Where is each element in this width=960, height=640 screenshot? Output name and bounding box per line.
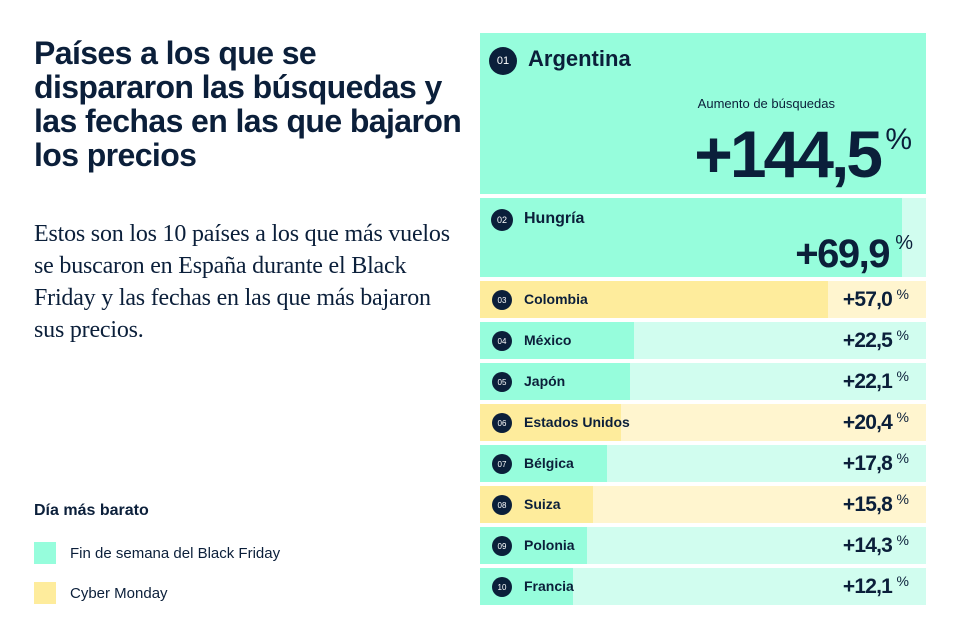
percent-sign: % <box>896 286 909 302</box>
percent-sign: % <box>896 491 909 507</box>
country-name: México <box>524 332 572 348</box>
legend-title: Día más barato <box>34 502 149 519</box>
percent-sign: % <box>896 573 909 589</box>
percent-sign: % <box>896 327 909 343</box>
value: +14,3 <box>842 534 893 557</box>
value: +12,1 <box>842 575 893 598</box>
value: +57,0 <box>842 288 893 311</box>
rank-badge: 04 <box>492 331 512 351</box>
ranking-row: 07 Bélgica +17,8 % <box>480 445 926 482</box>
country-name: Polonia <box>524 537 575 553</box>
legend-swatch-teal <box>34 542 56 564</box>
value-caption: Aumento de búsquedas <box>697 96 835 111</box>
value: +15,8 <box>842 493 893 516</box>
country-name: Bélgica <box>524 455 574 471</box>
legend-label: Fin de semana del Black Friday <box>70 544 281 562</box>
legend-item-cyber-monday: Cyber Monday <box>34 582 434 604</box>
percent-sign: % <box>896 450 909 466</box>
rank-badge: 03 <box>492 290 512 310</box>
legend-label: Cyber Monday <box>70 584 168 602</box>
country-name: Hungría <box>524 210 585 227</box>
rank-badge: 01 <box>489 47 517 75</box>
ranking-row: 09 Polonia +14,3 % <box>480 527 926 564</box>
page-title: Países a los que se dispararon las búsqu… <box>34 35 462 173</box>
ranking-row: 03 Colombia +57,0 % <box>480 281 926 318</box>
page-subtitle: Estos son los 10 países a los que más vu… <box>34 221 450 343</box>
ranking-row: 05 Japón +22,1 % <box>480 363 926 400</box>
bar-fill <box>480 198 902 277</box>
legend-swatch-yellow <box>34 582 56 604</box>
value: +20,4 <box>842 411 893 434</box>
rank-badge: 06 <box>492 413 512 433</box>
rank-badge: 07 <box>492 454 512 474</box>
country-name: Japón <box>524 373 566 389</box>
bar-fill <box>480 281 828 318</box>
percent-sign: % <box>895 232 913 254</box>
bar-fill <box>480 33 926 194</box>
country-name: Estados Unidos <box>524 414 630 430</box>
value: +22,5 <box>842 329 893 352</box>
rank-badge: 02 <box>491 209 513 231</box>
percent-sign: % <box>885 123 912 156</box>
rank-badge: 09 <box>492 536 512 556</box>
ranking-row: 02 Hungría +69,9 % <box>480 198 926 277</box>
rank-badge: 10 <box>492 577 512 597</box>
ranking-row: 04 México +22,5 % <box>480 322 926 359</box>
rank-badge: 05 <box>492 372 512 392</box>
ranking-row: 01 Argentina Aumento de búsquedas +144,5… <box>480 33 926 194</box>
value: +144,5 <box>694 117 883 191</box>
value: +22,1 <box>842 370 893 393</box>
rank-badge: 08 <box>492 495 512 515</box>
ranking-row: 10 Francia +12,1 % <box>480 568 926 605</box>
country-name: Argentina <box>528 46 631 71</box>
legend-item-black-friday: Fin de semana del Black Friday <box>34 542 434 564</box>
value: +17,8 <box>842 452 893 475</box>
value: +69,9 <box>795 232 890 276</box>
country-name: Suiza <box>524 496 561 512</box>
legend: Día más barato Fin de semana del Black F… <box>34 502 434 622</box>
ranking-row: 06 Estados Unidos +20,4 % <box>480 404 926 441</box>
country-name: Colombia <box>524 291 588 307</box>
percent-sign: % <box>896 368 909 384</box>
percent-sign: % <box>896 409 909 425</box>
country-name: Francia <box>524 578 574 594</box>
percent-sign: % <box>896 532 909 548</box>
ranking-row: 08 Suiza +15,8 % <box>480 486 926 523</box>
